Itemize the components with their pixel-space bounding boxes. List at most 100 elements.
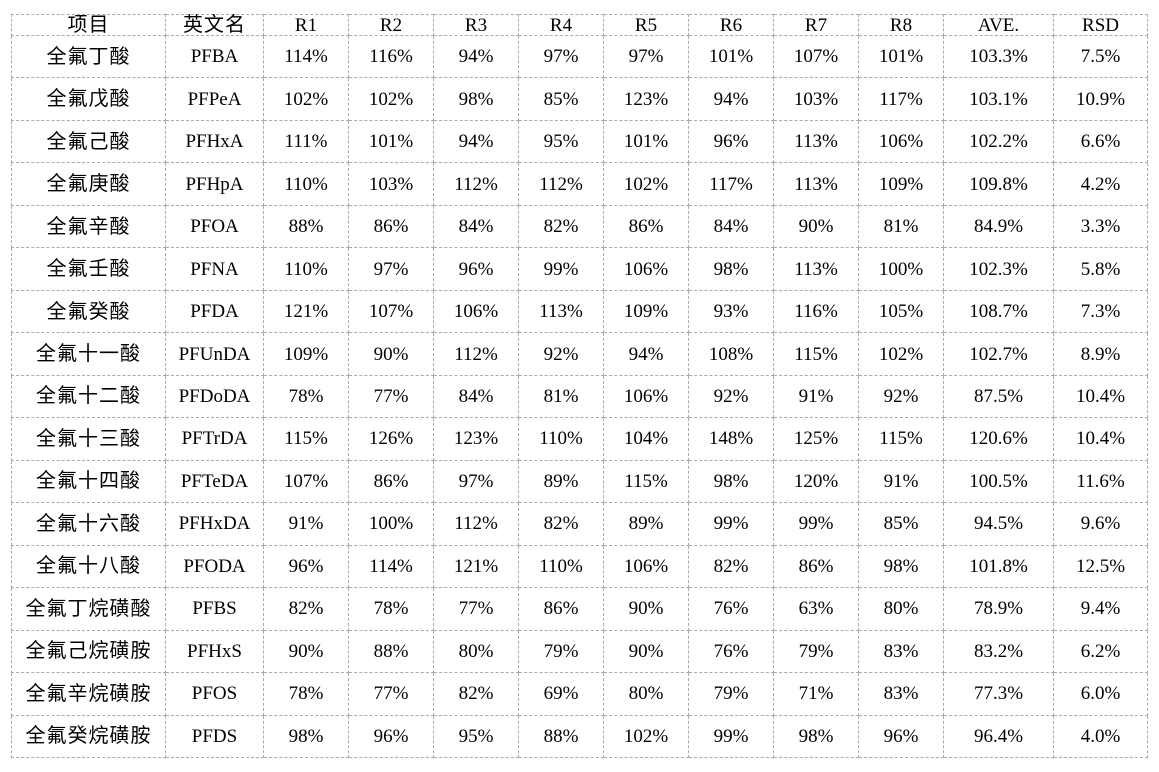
item-name-cell: 全氟十六酸 xyxy=(11,502,166,546)
item-name-cell: 全氟十一酸 xyxy=(11,332,166,376)
r6-cell: 84% xyxy=(688,204,774,249)
r3-cell: 95% xyxy=(433,714,519,758)
r1-cell: 109% xyxy=(263,332,349,376)
r1-cell: 110% xyxy=(263,162,349,206)
english-name-cell: PFBS xyxy=(165,587,264,631)
r4-cell: 82% xyxy=(518,204,604,249)
r6-cell: 76% xyxy=(688,629,774,674)
recovery-table: 项目 英文名 R1 R2 R3 R4 R5 R6 R7 R8 AVE. RSD … xyxy=(11,14,1148,758)
rsd-cell: 7.5% xyxy=(1053,34,1148,79)
table-row: 全氟辛酸 PFOA 88% 86% 84% 82% 86% 84% 90% 81% 84.9% 3.3… xyxy=(11,204,1148,249)
r1-cell: 121% xyxy=(263,289,349,334)
ave-cell: 109.8% xyxy=(943,162,1054,206)
r1-cell: 78% xyxy=(263,374,349,419)
header-row: 项目 英文名 R1 R2 R3 R4 R5 R6 R7 R8 AVE. RSD xyxy=(11,14,1148,36)
item-name-cell: 全氟己烷磺胺 xyxy=(11,629,166,674)
r7-cell: 71% xyxy=(773,672,859,716)
r5-cell: 102% xyxy=(603,162,689,206)
r7-cell: 99% xyxy=(773,502,859,546)
col-header-english-name: 英文名 xyxy=(165,14,264,36)
table-row: 全氟辛烷磺胺 PFOS 78% 77% 82% 69% 80% 79% 71% 83% 77.3% 6… xyxy=(11,672,1148,716)
r7-cell: 91% xyxy=(773,374,859,419)
r8-cell: 100% xyxy=(858,247,944,291)
r6-cell: 76% xyxy=(688,587,774,631)
english-name-cell: PFHpA xyxy=(165,162,264,206)
item-name-cell: 全氟丁酸 xyxy=(11,34,166,79)
r8-cell: 102% xyxy=(858,332,944,376)
r4-cell: 81% xyxy=(518,374,604,419)
english-name-cell: PFPeA xyxy=(165,77,264,121)
ave-cell: 96.4% xyxy=(943,714,1054,758)
r4-cell: 82% xyxy=(518,502,604,546)
col-header-ave: AVE. xyxy=(943,14,1054,36)
item-name-cell: 全氟辛酸 xyxy=(11,204,166,249)
r8-cell: 101% xyxy=(858,34,944,79)
r8-cell: 117% xyxy=(858,77,944,121)
rsd-cell: 10.4% xyxy=(1053,417,1148,461)
r7-cell: 107% xyxy=(773,34,859,79)
r3-cell: 121% xyxy=(433,544,519,589)
r7-cell: 103% xyxy=(773,77,859,121)
r6-cell: 101% xyxy=(688,34,774,79)
col-header-r5: R5 xyxy=(603,14,689,36)
r7-cell: 125% xyxy=(773,417,859,461)
english-name-cell: PFTrDA xyxy=(165,417,264,461)
r7-cell: 113% xyxy=(773,247,859,291)
r4-cell: 112% xyxy=(518,162,604,206)
item-name-cell: 全氟庚酸 xyxy=(11,162,166,206)
r8-cell: 106% xyxy=(858,119,944,164)
col-header-r3: R3 xyxy=(433,14,519,36)
r2-cell: 107% xyxy=(348,289,434,334)
r3-cell: 123% xyxy=(433,417,519,461)
item-name-cell: 全氟十八酸 xyxy=(11,544,166,589)
table-row: 全氟壬酸 PFNA 110% 97% 96% 99% 106% 98% 113% 100% 102.… xyxy=(11,247,1148,291)
rsd-cell: 4.0% xyxy=(1053,714,1148,758)
rsd-cell: 10.4% xyxy=(1053,374,1148,419)
r5-cell: 90% xyxy=(603,629,689,674)
r7-cell: 113% xyxy=(773,119,859,164)
ave-cell: 77.3% xyxy=(943,672,1054,716)
r5-cell: 102% xyxy=(603,714,689,758)
ave-cell: 101.8% xyxy=(943,544,1054,589)
r8-cell: 92% xyxy=(858,374,944,419)
table-row: 全氟癸酸 PFDA 121% 107% 106% 113% 109% 93% 116% 105% 1… xyxy=(11,289,1148,334)
english-name-cell: PFUnDA xyxy=(165,332,264,376)
r8-cell: 83% xyxy=(858,672,944,716)
r2-cell: 78% xyxy=(348,587,434,631)
r8-cell: 109% xyxy=(858,162,944,206)
r3-cell: 82% xyxy=(433,672,519,716)
english-name-cell: PFOS xyxy=(165,672,264,716)
table-row: 全氟己烷磺胺 PFHxS 90% 88% 80% 79% 90% 76% 79% 83% 83.2%… xyxy=(11,629,1148,674)
r5-cell: 80% xyxy=(603,672,689,716)
r1-cell: 110% xyxy=(263,247,349,291)
r4-cell: 110% xyxy=(518,417,604,461)
ave-cell: 84.9% xyxy=(943,204,1054,249)
r3-cell: 98% xyxy=(433,77,519,121)
ave-cell: 102.2% xyxy=(943,119,1054,164)
r6-cell: 99% xyxy=(688,502,774,546)
r2-cell: 77% xyxy=(348,374,434,419)
ave-cell: 78.9% xyxy=(943,587,1054,631)
r3-cell: 94% xyxy=(433,34,519,79)
r6-cell: 96% xyxy=(688,119,774,164)
r1-cell: 88% xyxy=(263,204,349,249)
ave-cell: 100.5% xyxy=(943,459,1054,504)
table-row: 全氟十八酸 PFODA 96% 114% 121% 110% 106% 82% 86% 98% 10… xyxy=(11,544,1148,589)
r8-cell: 98% xyxy=(858,544,944,589)
r4-cell: 113% xyxy=(518,289,604,334)
r1-cell: 78% xyxy=(263,672,349,716)
r2-cell: 90% xyxy=(348,332,434,376)
r7-cell: 86% xyxy=(773,544,859,589)
r1-cell: 114% xyxy=(263,34,349,79)
table-row: 全氟十二酸 PFDoDA 78% 77% 84% 81% 106% 92% 91% 92% 87.5… xyxy=(11,374,1148,419)
item-name-cell: 全氟戊酸 xyxy=(11,77,166,121)
r5-cell: 109% xyxy=(603,289,689,334)
r3-cell: 97% xyxy=(433,459,519,504)
english-name-cell: PFDoDA xyxy=(165,374,264,419)
rsd-cell: 6.2% xyxy=(1053,629,1148,674)
r1-cell: 115% xyxy=(263,417,349,461)
r8-cell: 96% xyxy=(858,714,944,758)
ave-cell: 94.5% xyxy=(943,502,1054,546)
ave-cell: 87.5% xyxy=(943,374,1054,419)
table-row: 全氟癸烷磺胺 PFDS 98% 96% 95% 88% 102% 99% 98% 96% 96.4%… xyxy=(11,714,1148,758)
